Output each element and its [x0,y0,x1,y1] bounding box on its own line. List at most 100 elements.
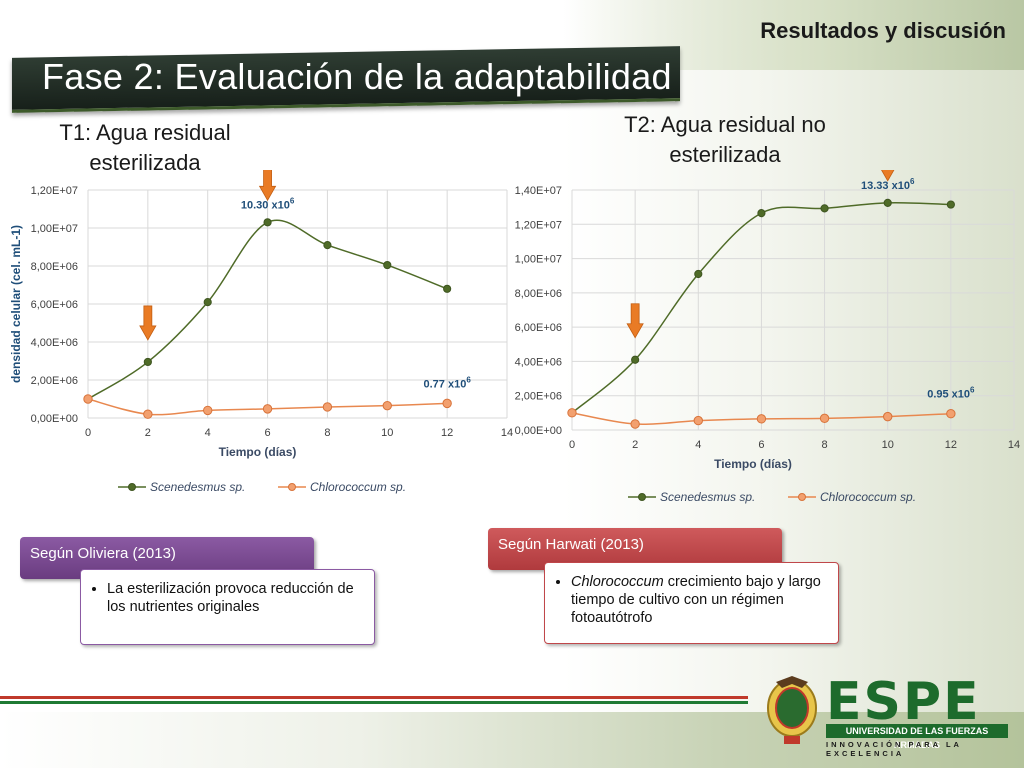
x-tick-label: 8 [324,427,330,439]
x-axis-label: Tiempo (días) [714,457,792,471]
y-tick-label: 1,20E+07 [31,185,78,197]
annotation-text: 10.30 x10 [241,199,290,211]
university-name: UNIVERSIDAD DE LAS FUERZAS ARMADAS [826,724,1008,750]
data-point [946,409,956,419]
legend-marker [128,483,136,491]
panel-2-subtitle-line2: esterilizada [669,142,781,167]
y-tick-label: 1,00E+07 [31,223,78,235]
legend-marker [798,493,806,501]
data-point [567,408,577,418]
data-point [442,398,452,409]
x-tick-label: 0 [569,439,575,451]
y-tick-label: 8,00E+06 [515,288,562,300]
note-2-body: Chlorococcum crecimiento bajo y largo ti… [544,562,839,644]
y-tick-label: 0,00E+00 [515,425,562,437]
data-point [443,284,452,293]
y-tick-label: 2,00E+06 [31,375,78,387]
y-tick-label: 4,00E+06 [31,337,78,349]
panel-2-subtitle: T2: Agua residual no esterilizada [600,110,850,170]
note-2-text: crecimiento bajo y largo tiempo de culti… [571,574,821,626]
x-tick-label: 10 [882,439,894,451]
annotation-text: 0.77 x10 [424,378,467,390]
panel-2-subtitle-line1: T2: Agua residual no [624,112,826,137]
legend-entry: Scenedesmus sp. [150,480,245,494]
legend-entry: Chlorococcum sp. [820,490,916,504]
x-tick-label: 14 [1008,439,1020,451]
data-annotation: 0.77 x106 [424,375,472,390]
y-tick-label: 8,00E+06 [31,261,78,273]
x-tick-label: 12 [945,439,957,451]
panel-1-subtitle-line2: esterilizada [89,150,201,175]
data-point [383,260,392,270]
espe-logo: ESPE UNIVERSIDAD DE LAS FUERZAS ARMADAS … [762,672,1014,760]
data-annotation: 13.33 x106 [861,177,915,192]
footer-stripes [0,696,748,706]
down-arrow-icon [881,170,895,182]
down-arrow-icon [139,305,157,341]
university-seal-icon [767,676,817,744]
x-axis-label: Tiempo (días) [219,445,297,459]
note-2-bullet: Chlorococcum crecimiento bajo y largo ti… [571,573,826,627]
note-1-bullet: La esterilización provoca reducción de l… [107,580,362,616]
data-point [757,209,766,218]
x-tick-label: 4 [205,427,211,439]
x-tick-label: 8 [822,439,828,451]
x-tick-label: 12 [441,427,453,439]
y-tick-label: 4,00E+06 [515,356,562,368]
chart-t2: 0 2 4 6 8 10 12 14 0,00E+00 2,00E+06 4,00E+06 6,00E… [515,170,1020,504]
x-tick-label: 2 [632,439,638,451]
legend-entry: Scenedesmus sp. [660,490,755,504]
x-tick-label: 6 [758,439,764,451]
espe-wordmark: ESPE [826,672,981,732]
y-tick-label: 1,40E+07 [515,185,562,197]
annotation-superscript: 6 [290,196,295,205]
data-point [820,204,829,213]
x-tick-label: 10 [381,427,393,439]
note-2-header-text: Según Harwati (2013) [498,536,644,553]
note-1-body: La esterilización provoca reducción de l… [80,569,375,645]
arrow-shape [258,170,277,202]
data-point [694,269,703,279]
legend-entry: Chlorococcum sp. [310,480,406,494]
data-point [322,402,333,412]
footer-band [0,712,1024,768]
legend-marker [288,483,296,491]
arrow-shape [626,303,644,339]
data-point [203,405,213,416]
data-point [83,394,93,404]
panel-1-subtitle: T1: Agua residual esterilizada [40,118,250,178]
y-tick-label: 1,00E+07 [515,254,562,266]
x-tick-label: 6 [265,427,271,439]
x-tick-label: 0 [85,427,91,439]
data-point [143,409,153,419]
down-arrow-icon [258,170,277,202]
x-tick-label: 4 [695,439,701,451]
annotation-superscript: 6 [910,177,915,186]
data-annotation: 0.95 x106 [927,386,975,401]
note-1-header-text: Según Oliviera (2013) [30,545,176,562]
data-point [756,414,767,424]
data-point [631,355,640,364]
arrow-shape [139,305,157,341]
y-tick-label: 2,00E+06 [515,391,562,403]
annotation-superscript: 6 [970,386,975,395]
data-point [693,415,703,426]
data-point [203,298,212,307]
annotation-text: 13.33 x10 [861,180,910,192]
slide-title: Fase 2: Evaluación de la adaptabilidad [42,56,672,97]
note-2-species: Chlorococcum [571,574,664,590]
data-point [143,357,152,367]
section-title: Resultados y discusión [760,18,1006,43]
annotation-text: 0.95 x10 [927,389,970,401]
data-point [946,200,955,209]
legend-marker [638,493,646,501]
y-tick-label: 6,00E+06 [515,322,562,334]
panel-1-subtitle-line1: T1: Agua residual [59,120,231,145]
data-point [323,241,332,250]
y-tick-label: 1,20E+07 [515,219,562,231]
data-annotation: 10.30 x106 [241,196,295,211]
data-point [262,404,273,414]
data-point [883,411,893,422]
y-axis-label: densidad celular (cel. mL-1) [9,225,23,383]
data-point [883,198,892,207]
